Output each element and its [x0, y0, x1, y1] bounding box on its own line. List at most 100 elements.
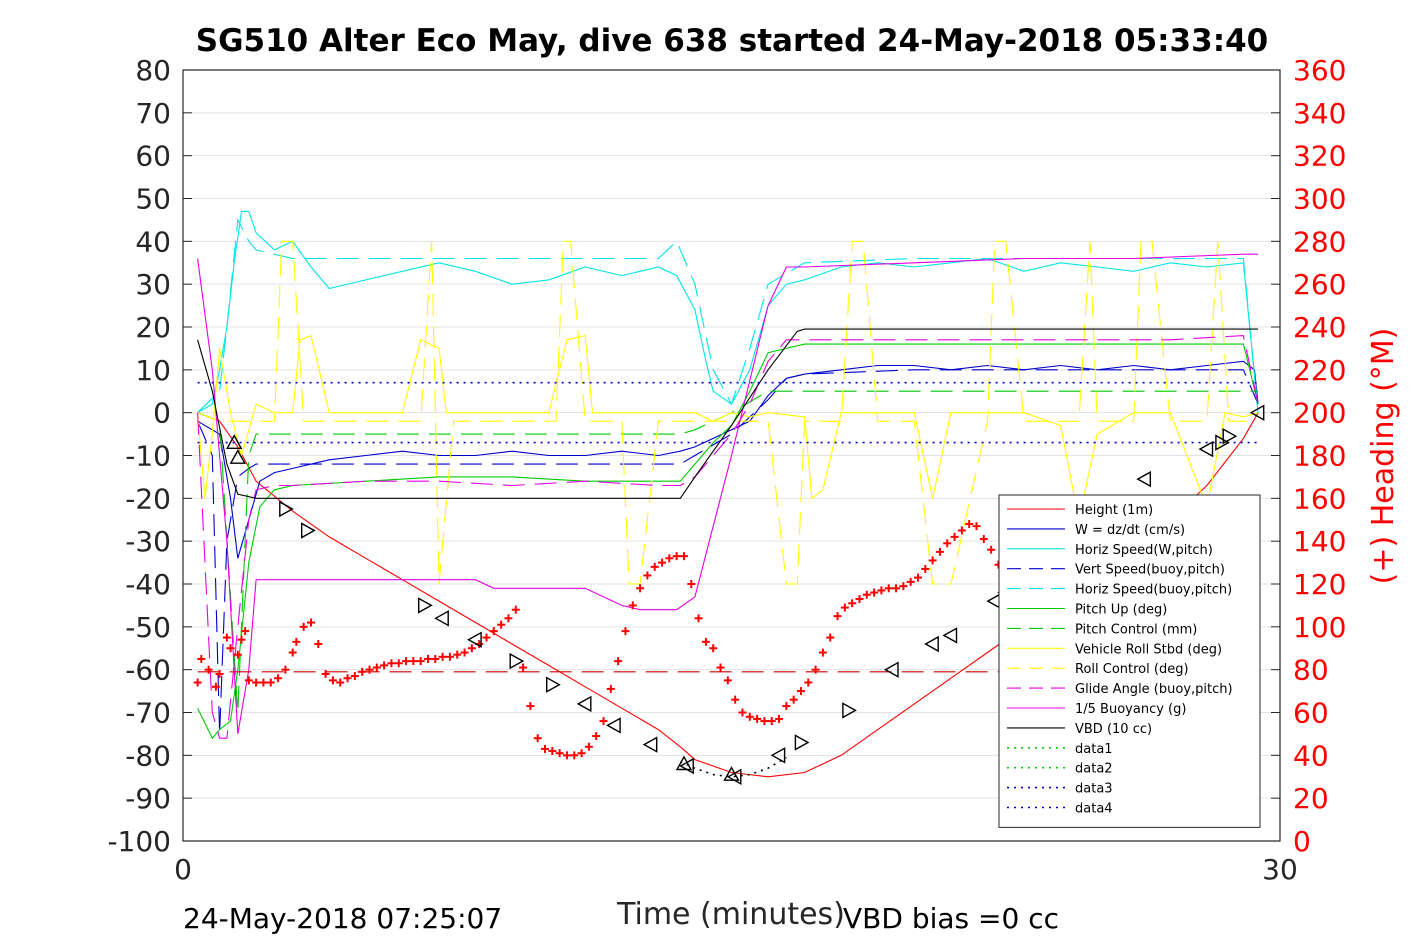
- heading-marker: [204, 665, 213, 674]
- heading-marker: [306, 618, 315, 627]
- legend-label: data2: [1075, 762, 1113, 777]
- y-tick-label: 30: [135, 268, 171, 301]
- footer-timestamp: 24-May-2018 07:25:07: [183, 902, 502, 935]
- series-horiz-speed-w-pitch: [197, 210, 1259, 414]
- heading-marker: [972, 522, 981, 531]
- dive-triangle-marker: [301, 522, 316, 539]
- heading-marker: [767, 717, 776, 726]
- heading-marker: [716, 663, 725, 672]
- heading-marker: [445, 652, 454, 661]
- heading-marker: [921, 565, 930, 574]
- heading-marker: [738, 708, 747, 717]
- series-vbd-10-cc: [197, 328, 1259, 499]
- x-axis: 0 30: [174, 832, 1298, 886]
- heading-marker: [431, 654, 440, 663]
- heading-marker: [672, 552, 681, 561]
- legend-item: Pitch Up (deg): [1007, 603, 1167, 618]
- heading-marker: [438, 652, 447, 661]
- heading-marker: [987, 545, 996, 554]
- heading-marker: [226, 644, 235, 653]
- legend-item: Vert Speed(buoy,pitch): [1007, 563, 1225, 578]
- heading-marker: [237, 635, 246, 644]
- legend-label: data4: [1075, 802, 1113, 817]
- series-w-dz-dt-cm-s: [197, 360, 1259, 559]
- dive-triangle-marker: [842, 702, 857, 719]
- heading-marker: [519, 663, 528, 672]
- y-right-tick-label: 100: [1293, 611, 1346, 644]
- heading-marker: [358, 667, 367, 676]
- y-right-tick-label: 120: [1293, 568, 1346, 601]
- heading-marker: [775, 714, 784, 723]
- legend-item: Height (1m): [1007, 503, 1153, 518]
- heading-marker: [380, 661, 389, 670]
- heading-marker: [460, 648, 469, 657]
- x-axis-label: Time (minutes): [616, 897, 845, 932]
- heading-marker: [197, 654, 206, 663]
- y-tick-label: -10: [125, 440, 171, 473]
- heading-marker: [965, 520, 974, 529]
- series-horiz-speed-buoy-pitch: [197, 217, 1259, 414]
- series-1-5-buoyancy-g: [197, 253, 1259, 734]
- legend-label: Vehicle Roll Stbd (deg): [1075, 642, 1222, 657]
- heading-marker: [643, 571, 652, 580]
- chart-title: SG510 Alter Eco May, dive 638 started 24…: [196, 23, 1268, 59]
- dive-triangle-marker: [883, 661, 899, 678]
- legend-item: Glide Angle (buoy,pitch): [1007, 682, 1233, 697]
- heading-marker: [343, 674, 352, 683]
- series-roll-control-deg: [197, 240, 1259, 585]
- heading-marker: [935, 547, 944, 556]
- heading-marker: [402, 657, 411, 666]
- heading-marker: [899, 582, 908, 591]
- y-tick-label: 10: [135, 354, 171, 387]
- legend-item: Vehicle Roll Stbd (deg): [1007, 642, 1222, 657]
- legend: Height (1m) W = dz/dt (cm/s) Horiz Speed(W…: [998, 494, 1261, 828]
- heading-marker: [555, 749, 564, 758]
- heading-marker: [621, 627, 630, 636]
- dive-triangle-marker: [467, 631, 482, 648]
- dive-triangle-marker: [576, 695, 592, 713]
- y-right-tick-label: 140: [1293, 525, 1346, 558]
- heading-marker: [211, 682, 220, 691]
- heading-marker: [592, 732, 601, 741]
- heading-marker: [687, 580, 696, 588]
- x-tick-label: 30: [1262, 853, 1298, 886]
- legend-item: data4: [1007, 802, 1113, 817]
- dive-triangle-marker: [1136, 470, 1152, 488]
- dive-triangle-marker: [226, 434, 243, 449]
- heading-marker: [679, 552, 688, 561]
- marker-layer: [193, 404, 1265, 785]
- heading-marker: [416, 657, 425, 666]
- y-right-tick-label: 320: [1293, 140, 1346, 173]
- series-glide-angle-buoy-pitch: [197, 335, 1259, 739]
- y-right-tick-label: 240: [1293, 311, 1346, 344]
- heading-marker: [906, 577, 915, 586]
- y-tick-label: 70: [135, 97, 171, 130]
- y-right-tick-label: 80: [1293, 654, 1329, 687]
- legend-item: Pitch Control (mm): [1007, 622, 1197, 637]
- dive-triangle-marker: [1215, 434, 1230, 451]
- y-tick-label: 50: [135, 183, 171, 216]
- heading-marker: [862, 590, 871, 599]
- heading-marker: [745, 712, 754, 721]
- legend-item: Roll Control (deg): [1007, 662, 1189, 677]
- heading-marker: [233, 650, 242, 659]
- y-tick-label: -80: [125, 739, 171, 772]
- legend-label: Height (1m): [1075, 503, 1153, 518]
- heading-marker: [423, 654, 432, 663]
- heading-marker: [241, 627, 250, 636]
- y-right-tick-label: 0: [1293, 825, 1311, 858]
- heading-marker: [252, 678, 261, 687]
- heading-marker: [489, 627, 498, 636]
- y-right-tick-label: 200: [1293, 397, 1346, 430]
- heading-marker: [658, 558, 667, 567]
- y-tick-label: 80: [135, 54, 171, 87]
- heading-marker: [409, 657, 418, 666]
- legend-item: VBD (10 cc): [1007, 722, 1152, 737]
- heading-marker: [870, 588, 879, 597]
- dive-triangle-marker: [606, 717, 621, 734]
- heading-marker: [848, 599, 857, 608]
- heading-marker: [511, 605, 520, 614]
- y-tick-label: -30: [125, 525, 171, 558]
- y-tick-label: 40: [135, 225, 171, 258]
